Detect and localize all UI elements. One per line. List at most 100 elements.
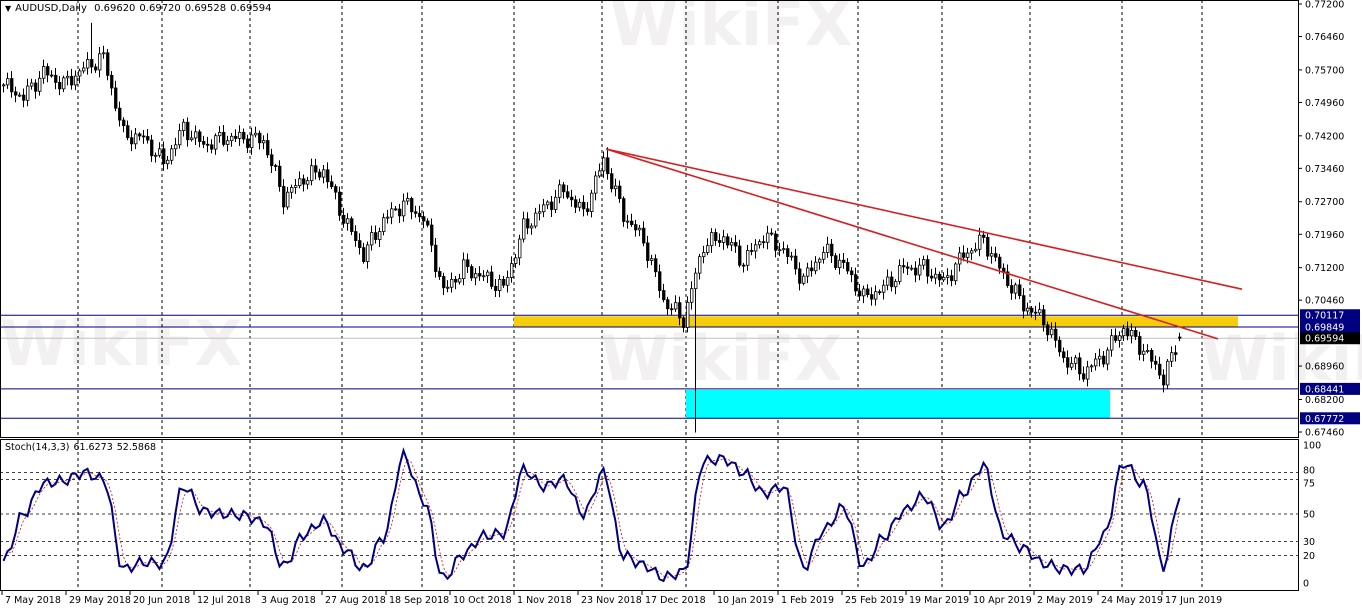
candle-body bbox=[1174, 352, 1178, 355]
candle-body bbox=[534, 212, 538, 227]
close-value: 0.69594 bbox=[230, 3, 272, 14]
candle bbox=[1106, 347, 1110, 371]
candle-body bbox=[170, 148, 174, 161]
trendline[interactable] bbox=[605, 148, 1219, 340]
candle bbox=[918, 258, 922, 281]
candle-body bbox=[234, 135, 238, 139]
candle bbox=[826, 236, 830, 258]
candle-body bbox=[546, 201, 550, 206]
candle bbox=[978, 227, 982, 257]
candle-body bbox=[890, 276, 894, 288]
candle-body bbox=[30, 82, 34, 87]
candle-body bbox=[114, 87, 118, 109]
candle bbox=[78, 68, 82, 84]
candle-body bbox=[686, 301, 690, 328]
candle-body bbox=[510, 263, 514, 278]
candle bbox=[882, 279, 886, 300]
candle-body bbox=[362, 247, 366, 262]
candle bbox=[746, 244, 750, 271]
candle-body bbox=[1106, 349, 1110, 365]
time-tick-label: 10 Jan 2019 bbox=[717, 595, 774, 606]
trendline[interactable] bbox=[605, 148, 1243, 290]
candle bbox=[222, 125, 226, 147]
candle-body bbox=[390, 208, 394, 218]
candle bbox=[810, 260, 814, 277]
candle-body bbox=[406, 198, 410, 202]
time-tick-label: 7 May 2018 bbox=[5, 595, 61, 606]
candles-layer bbox=[2, 22, 1182, 433]
candle bbox=[1082, 366, 1086, 382]
candle bbox=[878, 289, 882, 296]
candle bbox=[990, 246, 994, 264]
candle-body bbox=[702, 252, 706, 258]
candle-body bbox=[222, 131, 226, 145]
time-tick-label: 25 Feb 2019 bbox=[845, 595, 904, 606]
candle bbox=[362, 242, 366, 264]
candle bbox=[558, 179, 562, 204]
candle-body bbox=[402, 200, 406, 217]
candle bbox=[1078, 352, 1082, 381]
candle-body bbox=[498, 278, 502, 291]
candle bbox=[378, 227, 382, 247]
candle-body bbox=[490, 271, 494, 287]
price-tick-label: 0.74200 bbox=[1305, 131, 1344, 142]
candle bbox=[546, 200, 550, 210]
candle bbox=[114, 80, 118, 112]
candle bbox=[62, 75, 66, 93]
candle bbox=[774, 230, 778, 258]
candle-body bbox=[530, 225, 534, 229]
candle-body bbox=[442, 276, 446, 289]
candle-body bbox=[334, 186, 338, 193]
candle bbox=[506, 270, 510, 293]
candle-body bbox=[786, 248, 790, 257]
candle bbox=[1118, 331, 1122, 348]
candle-body bbox=[122, 119, 126, 127]
chart-header: ▼ AUDUSD,Daily 0.69620 0.69720 0.69528 0.695… bbox=[5, 3, 276, 14]
time-tick-label: 2 May 2019 bbox=[1037, 595, 1093, 606]
candle bbox=[886, 269, 890, 291]
candle-body bbox=[414, 211, 418, 214]
vertical-grid bbox=[77, 0, 1203, 590]
stoch-tick-label: 0 bbox=[1303, 579, 1309, 590]
price-tick-label: 0.68960 bbox=[1305, 362, 1344, 373]
candle-body bbox=[710, 232, 714, 247]
candle-body bbox=[18, 94, 22, 97]
candle bbox=[1102, 351, 1106, 368]
target-zone[interactable] bbox=[686, 389, 1110, 419]
candle bbox=[678, 296, 682, 326]
triangle-down-icon[interactable]: ▼ bbox=[5, 4, 12, 13]
price-tick-label: 0.77200 bbox=[1305, 0, 1344, 11]
candle-body bbox=[282, 186, 286, 208]
candle-body bbox=[914, 267, 918, 276]
candle bbox=[902, 258, 906, 274]
candle-body bbox=[46, 66, 50, 76]
candle-body bbox=[1050, 328, 1054, 336]
candle bbox=[1158, 356, 1162, 380]
candle bbox=[770, 228, 774, 236]
candle bbox=[374, 225, 378, 244]
candle-body bbox=[1178, 336, 1182, 339]
candle bbox=[618, 180, 622, 203]
candle bbox=[534, 207, 538, 229]
time-tick-label: 19 Mar 2019 bbox=[909, 595, 969, 606]
trendlines-layer[interactable] bbox=[605, 148, 1243, 340]
candle bbox=[130, 130, 134, 152]
candle bbox=[718, 233, 722, 248]
candle-body bbox=[854, 274, 858, 292]
candle bbox=[1010, 279, 1014, 300]
candle bbox=[1054, 322, 1058, 348]
candle bbox=[186, 117, 190, 147]
candle bbox=[330, 175, 334, 190]
candle-body bbox=[474, 273, 478, 279]
candle bbox=[250, 127, 254, 155]
support-zone[interactable] bbox=[514, 316, 1238, 328]
level-price-badge bbox=[1300, 309, 1360, 322]
candle-body bbox=[1146, 350, 1150, 352]
candle bbox=[686, 296, 690, 333]
candle-body bbox=[514, 257, 518, 264]
candle bbox=[82, 61, 86, 74]
candle-body bbox=[350, 218, 354, 232]
candle-body bbox=[342, 214, 346, 224]
candle bbox=[34, 79, 38, 99]
